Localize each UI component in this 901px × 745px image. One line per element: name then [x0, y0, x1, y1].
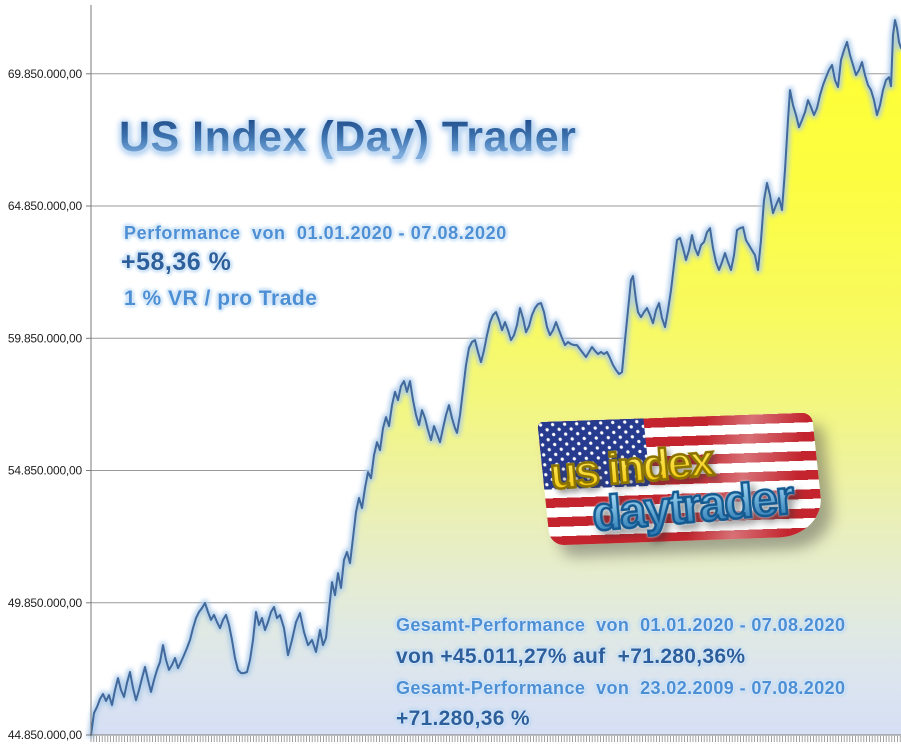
total-performance-2009-label: Gesamt-Performance von 23.02.2009 - 07.0… — [396, 678, 846, 698]
us-index-daytrader-logo: us index daytrader — [537, 405, 901, 575]
risk-per-trade-label: 1 % VR / pro Trade — [124, 287, 318, 310]
equity-area-fill — [91, 20, 901, 736]
total-performance-2020-values: von +45.011,27% auf +71.280,36% — [396, 645, 746, 668]
total-performance-2020-label: Gesamt-Performance von 01.01.2020 - 07.0… — [396, 615, 846, 635]
page-title: US Index (Day) Trader — [119, 113, 577, 161]
performance-period-label: Performance von 01.01.2020 - 07.08.2020 — [124, 223, 507, 243]
performance-value: +58,36 % — [121, 248, 232, 276]
total-performance-2009-value: +71.280,36 % — [396, 707, 530, 730]
equity-line — [90, 19, 901, 736]
svg-text:64.850.000,00: 64.850.000,00 — [8, 199, 83, 213]
svg-text:54.850.000,00: 54.850.000,00 — [8, 464, 83, 478]
svg-text:49.850.000,00: 49.850.000,00 — [8, 596, 83, 610]
y-axis-labels: 69.850.000,00 64.850.000,00 59.850.000,00 5… — [8, 67, 83, 742]
svg-text:59.850.000,00: 59.850.000,00 — [8, 331, 83, 345]
svg-text:69.850.000,00: 69.850.000,00 — [8, 67, 83, 81]
axis-lines — [86, 5, 901, 736]
svg-text:44.850.000,00: 44.850.000,00 — [8, 728, 83, 742]
x-axis-date-ticks — [90, 736, 901, 742]
